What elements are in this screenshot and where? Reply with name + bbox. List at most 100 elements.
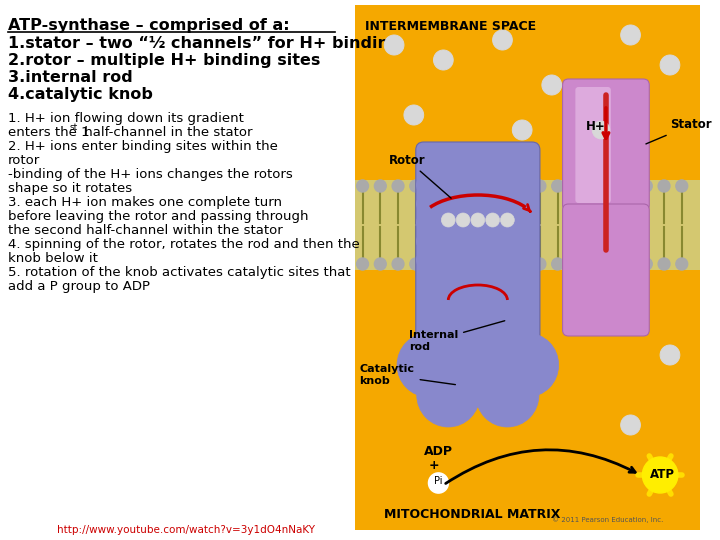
Circle shape: [417, 250, 436, 270]
Circle shape: [623, 258, 634, 270]
Text: ATP: ATP: [650, 468, 675, 481]
Circle shape: [463, 258, 475, 270]
Text: -binding of the H+ ions changes the rotors: -binding of the H+ ions changes the roto…: [8, 168, 292, 181]
Text: st: st: [70, 123, 78, 132]
Text: 2.rotor – multiple H+ binding sites: 2.rotor – multiple H+ binding sites: [8, 53, 320, 68]
Circle shape: [519, 231, 539, 251]
Circle shape: [471, 213, 485, 227]
Circle shape: [384, 35, 404, 55]
Text: before leaving the rotor and passing through: before leaving the rotor and passing thr…: [8, 210, 308, 223]
Circle shape: [417, 194, 436, 214]
Circle shape: [660, 345, 680, 365]
Text: shape so it rotates: shape so it rotates: [8, 182, 132, 195]
Circle shape: [495, 333, 559, 397]
Circle shape: [592, 121, 610, 139]
Circle shape: [516, 180, 528, 192]
Circle shape: [446, 343, 509, 407]
Circle shape: [605, 258, 617, 270]
Circle shape: [356, 258, 369, 270]
Text: rotor: rotor: [8, 154, 40, 167]
Circle shape: [498, 258, 510, 270]
Circle shape: [446, 258, 457, 270]
Circle shape: [481, 180, 492, 192]
FancyBboxPatch shape: [355, 5, 700, 530]
Text: enters the 1: enters the 1: [8, 126, 89, 139]
Text: 4. spinning of the rotor, rotates the rod and then the: 4. spinning of the rotor, rotates the ro…: [8, 238, 359, 251]
FancyBboxPatch shape: [415, 142, 540, 358]
Text: © 2011 Pearson Education, Inc.: © 2011 Pearson Education, Inc.: [552, 516, 663, 523]
Text: +: +: [428, 459, 439, 472]
Circle shape: [588, 180, 599, 192]
Circle shape: [519, 194, 539, 214]
Circle shape: [374, 258, 386, 270]
Text: 1.stator – two “½ channels” for H+ binding: 1.stator – two “½ channels” for H+ bindi…: [8, 36, 400, 51]
Circle shape: [519, 213, 539, 233]
Circle shape: [392, 180, 404, 192]
Circle shape: [621, 25, 640, 45]
Circle shape: [542, 75, 562, 95]
Text: the second half-channel within the stator: the second half-channel within the stato…: [8, 224, 283, 237]
Text: H+: H+: [586, 120, 606, 133]
Text: ATP-synthase – comprised of a:: ATP-synthase – comprised of a:: [8, 18, 289, 33]
Circle shape: [658, 258, 670, 270]
Circle shape: [433, 50, 453, 70]
Text: 4.catalytic knob: 4.catalytic knob: [8, 87, 153, 102]
Circle shape: [356, 180, 369, 192]
FancyBboxPatch shape: [562, 79, 649, 211]
Circle shape: [623, 180, 634, 192]
Circle shape: [417, 363, 480, 427]
Circle shape: [640, 180, 652, 192]
Circle shape: [486, 213, 500, 227]
FancyBboxPatch shape: [575, 87, 611, 203]
Circle shape: [621, 415, 640, 435]
Circle shape: [374, 180, 386, 192]
Text: add a P group to ADP: add a P group to ADP: [8, 280, 150, 293]
Circle shape: [676, 180, 688, 192]
Text: 5. rotation of the knob activates catalytic sites that: 5. rotation of the knob activates cataly…: [8, 266, 351, 279]
Circle shape: [417, 175, 436, 195]
Text: knob below it: knob below it: [8, 252, 98, 265]
Circle shape: [397, 333, 460, 397]
Circle shape: [519, 250, 539, 270]
Circle shape: [552, 180, 564, 192]
Circle shape: [428, 258, 439, 270]
Text: Catalytic
knob: Catalytic knob: [359, 364, 455, 386]
Circle shape: [481, 258, 492, 270]
Circle shape: [476, 363, 539, 427]
Circle shape: [428, 473, 449, 493]
FancyBboxPatch shape: [562, 204, 649, 336]
Text: 1. H+ ion flowing down its gradient: 1. H+ ion flowing down its gradient: [8, 112, 244, 125]
Circle shape: [516, 258, 528, 270]
Circle shape: [410, 180, 422, 192]
Circle shape: [570, 258, 581, 270]
Circle shape: [441, 213, 455, 227]
Circle shape: [570, 180, 581, 192]
Text: half-channel in the stator: half-channel in the stator: [79, 126, 252, 139]
Circle shape: [417, 213, 436, 233]
Circle shape: [658, 180, 670, 192]
Circle shape: [640, 258, 652, 270]
Circle shape: [605, 180, 617, 192]
Circle shape: [417, 231, 436, 251]
Circle shape: [513, 120, 532, 140]
Text: Internal
rod: Internal rod: [409, 321, 505, 352]
Text: http://www.youtube.com/watch?v=3y1dO4nNaKY: http://www.youtube.com/watch?v=3y1dO4nNa…: [57, 525, 315, 535]
Circle shape: [404, 105, 423, 125]
Text: ADP: ADP: [423, 445, 453, 458]
Circle shape: [428, 180, 439, 192]
Circle shape: [463, 180, 475, 192]
Text: 3.internal rod: 3.internal rod: [8, 70, 132, 85]
FancyBboxPatch shape: [355, 180, 700, 270]
Circle shape: [410, 258, 422, 270]
Circle shape: [392, 258, 404, 270]
Circle shape: [534, 180, 546, 192]
Text: MITOCHONDRIAL MATRIX: MITOCHONDRIAL MATRIX: [384, 508, 561, 521]
Text: 3. each H+ ion makes one complete turn: 3. each H+ ion makes one complete turn: [8, 196, 282, 209]
Circle shape: [492, 30, 513, 50]
Circle shape: [660, 55, 680, 75]
Text: 2. H+ ions enter binding sites within the: 2. H+ ions enter binding sites within th…: [8, 140, 278, 153]
Circle shape: [534, 258, 546, 270]
Text: INTERMEMBRANE SPACE: INTERMEMBRANE SPACE: [364, 20, 536, 33]
Circle shape: [588, 258, 599, 270]
Circle shape: [676, 258, 688, 270]
